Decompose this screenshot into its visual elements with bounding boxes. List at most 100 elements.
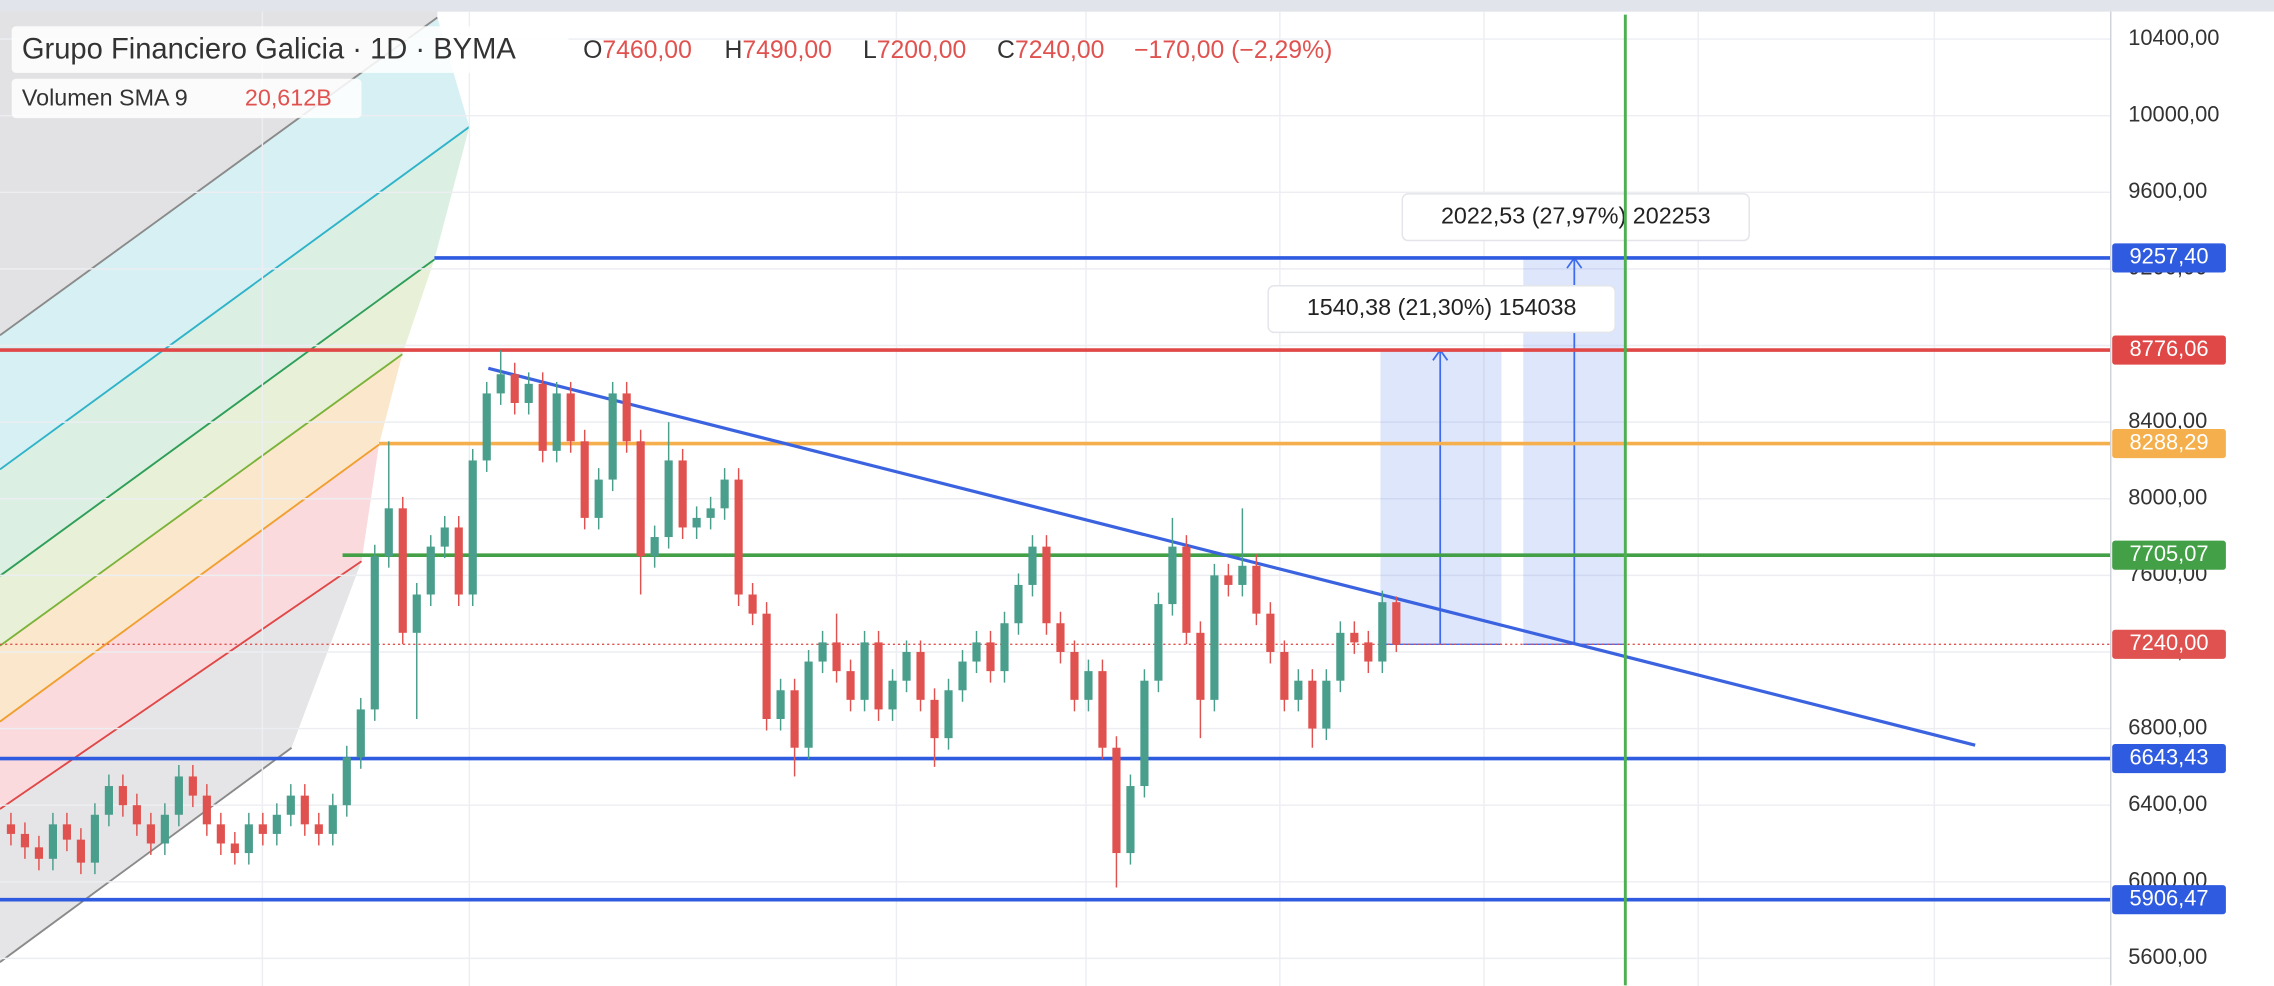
fan-line	[0, 126, 470, 471]
y-tick-label: 6800,00	[2128, 714, 2207, 739]
grid	[0, 11, 2111, 986]
y-tick-label: 8000,00	[2128, 485, 2207, 510]
fan-zone	[0, 17, 470, 470]
price-axis	[2110, 11, 2274, 986]
candle-body	[720, 479, 729, 509]
plot: 1540,38 (21,30%) 154038 2022,53 (27,97%) …	[0, 193, 2111, 902]
candle-body	[1294, 680, 1303, 700]
fan-line	[0, 258, 435, 577]
candle-body	[1378, 602, 1387, 662]
candle-body	[328, 805, 337, 834]
candle-body	[1070, 651, 1079, 700]
candle-body	[888, 680, 897, 710]
candle-body	[580, 441, 589, 518]
candle-body	[1056, 623, 1065, 652]
candle-body	[510, 374, 519, 403]
candle-body	[1392, 602, 1401, 645]
candle-body	[1210, 575, 1219, 700]
indicator-value: 20,612B	[245, 84, 332, 110]
candle-body	[706, 508, 715, 518]
level-label-box	[2112, 243, 2226, 273]
candle-body	[6, 824, 16, 834]
candle-body	[524, 383, 533, 403]
candle-body	[636, 441, 645, 557]
fan-line	[0, 747, 293, 963]
candle-body	[1364, 642, 1373, 662]
candle-body	[790, 690, 799, 748]
candle-body	[1028, 546, 1037, 585]
candle-body	[76, 839, 85, 863]
fan-zone	[0, 259, 435, 646]
fan-zone	[0, 561, 362, 963]
measure-label: 2022,53 (27,97%) 202253	[1441, 202, 1711, 228]
level-label-box	[2112, 743, 2226, 774]
measure-label: 1540,38 (21,30%) 154038	[1307, 294, 1577, 320]
candle-body	[944, 690, 953, 739]
candle-body	[412, 594, 421, 633]
trendline	[487, 366, 1976, 747]
candle-body	[48, 824, 57, 859]
candle-body	[650, 537, 659, 557]
candle-body	[20, 833, 30, 848]
fan-line	[0, 443, 380, 723]
candle-body	[734, 479, 743, 595]
candle-body	[930, 699, 939, 739]
candle-body	[916, 651, 925, 700]
candle-body	[314, 824, 323, 834]
candle-body	[1112, 747, 1121, 854]
candle-body	[622, 393, 631, 442]
candle-body	[90, 814, 99, 863]
ohlc-key: O	[583, 37, 602, 64]
y-tick-label: 10000,00	[2128, 101, 2219, 126]
candle-body	[1126, 786, 1135, 854]
candle-body	[552, 393, 561, 451]
level-label-box	[2112, 540, 2226, 570]
candle-body	[342, 757, 351, 806]
candle-body	[118, 786, 127, 806]
candle-body	[440, 527, 449, 547]
fan-line	[0, 353, 403, 647]
price-axis-labels: 5600,006000,006400,006800,007200,007600,…	[2112, 25, 2226, 969]
candle-body	[608, 393, 617, 480]
candle-body	[538, 383, 547, 451]
candle-body	[1168, 546, 1177, 605]
y-tick-label: 10400,00	[2128, 25, 2219, 50]
candle-body	[1280, 651, 1289, 700]
indicator-name: Volumen SMA 9	[22, 84, 188, 110]
candle-body	[188, 776, 197, 796]
candle-body	[104, 786, 113, 815]
candle-body	[664, 460, 673, 538]
candle-body	[1252, 565, 1261, 614]
candle-body	[384, 508, 393, 557]
level-label: 7705,07	[2130, 541, 2209, 566]
candle-body	[230, 843, 239, 854]
level-label-box	[2112, 885, 2226, 915]
candle-body	[482, 393, 491, 461]
level-label-box	[2112, 335, 2226, 365]
candle-body	[258, 824, 267, 834]
candle-body	[62, 824, 71, 840]
title-backdrop	[11, 26, 569, 73]
candle-body	[132, 805, 141, 825]
candle-body	[1000, 623, 1009, 672]
ohlc-value: 7200,00	[877, 37, 967, 64]
candle-body	[748, 594, 757, 614]
candle-body	[216, 824, 225, 844]
candle-body	[1322, 680, 1331, 729]
candle-body	[1042, 546, 1051, 624]
level-label: 5906,47	[2130, 885, 2209, 910]
candle-body	[860, 642, 869, 700]
measure-label-box	[1401, 193, 1750, 242]
level-label: 9257,40	[2130, 244, 2209, 269]
change: −170,00 (−2,29%)	[1134, 37, 1332, 64]
chart-title: Grupo Financiero Galicia · 1D · BYMA	[22, 34, 517, 66]
candle-body	[1308, 680, 1317, 729]
candle-body	[902, 651, 911, 681]
candle-body	[1098, 671, 1107, 748]
ohlc-key: H	[724, 37, 742, 64]
candle-body	[174, 776, 183, 815]
candle-body	[818, 642, 827, 662]
fan-line	[0, 560, 363, 810]
